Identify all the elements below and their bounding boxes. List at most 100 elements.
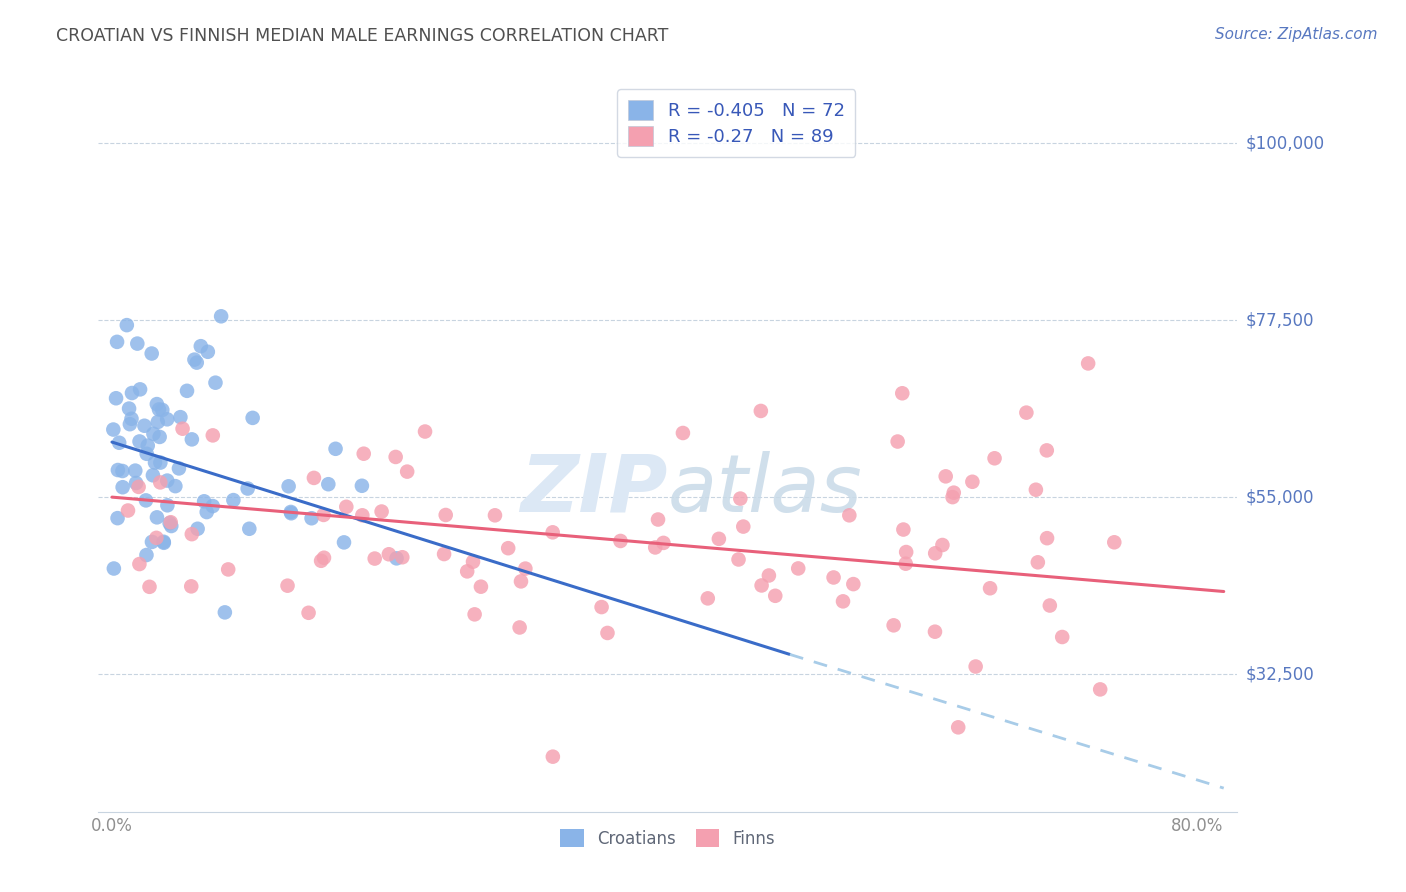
Point	[107, 511, 129, 525]
Point	[156, 498, 179, 512]
Point	[464, 607, 486, 622]
Point	[280, 505, 302, 519]
Point	[596, 626, 619, 640]
Point	[886, 434, 908, 449]
Point	[644, 541, 666, 555]
Point	[103, 561, 125, 575]
Point	[751, 578, 773, 592]
Point	[391, 550, 413, 565]
Point	[894, 545, 917, 559]
Point	[195, 505, 218, 519]
Point	[277, 479, 299, 493]
Point	[707, 532, 730, 546]
Point	[222, 493, 245, 508]
Text: $100,000: $100,000	[1246, 134, 1324, 153]
Point	[160, 519, 183, 533]
Point	[1104, 535, 1126, 549]
Point	[141, 535, 163, 549]
Point	[935, 469, 957, 483]
Point	[891, 386, 914, 401]
Point	[312, 508, 335, 522]
Point	[193, 494, 215, 508]
Point	[180, 579, 202, 593]
Point	[1077, 356, 1099, 370]
Point	[280, 506, 302, 520]
Point	[541, 749, 564, 764]
Point	[370, 504, 392, 518]
Point	[159, 515, 181, 529]
Point	[125, 476, 148, 491]
Point	[167, 461, 190, 475]
Point	[146, 415, 169, 429]
Point	[309, 554, 332, 568]
Text: $55,000: $55,000	[1246, 488, 1315, 506]
Point	[103, 423, 125, 437]
Point	[238, 522, 260, 536]
Point	[730, 491, 752, 506]
Point	[127, 336, 149, 351]
Point	[696, 591, 718, 606]
Point	[727, 552, 749, 566]
Point	[302, 471, 325, 485]
Point	[652, 536, 675, 550]
Point	[647, 512, 669, 526]
Point	[169, 410, 191, 425]
Point	[931, 538, 953, 552]
Point	[183, 352, 205, 367]
Point	[1036, 443, 1059, 458]
Point	[470, 580, 492, 594]
Point	[301, 511, 323, 525]
Point	[117, 503, 139, 517]
Point	[924, 624, 946, 639]
Point	[115, 318, 138, 332]
Point	[378, 547, 401, 561]
Point	[135, 447, 157, 461]
Point	[128, 557, 150, 571]
Point	[787, 561, 810, 575]
Text: $77,500: $77,500	[1246, 311, 1315, 329]
Point	[242, 410, 264, 425]
Point	[434, 508, 457, 522]
Point	[145, 531, 167, 545]
Point	[118, 417, 141, 432]
Point	[165, 479, 187, 493]
Point	[153, 536, 176, 550]
Point	[134, 418, 156, 433]
Point	[146, 510, 169, 524]
Point	[965, 659, 987, 673]
Point	[350, 479, 373, 493]
Point	[832, 594, 855, 608]
Point	[962, 475, 984, 489]
Point	[456, 565, 478, 579]
Point	[214, 606, 236, 620]
Point	[201, 499, 224, 513]
Point	[413, 425, 436, 439]
Point	[433, 547, 456, 561]
Point	[496, 541, 519, 556]
Point	[172, 422, 194, 436]
Point	[105, 391, 128, 405]
Point	[186, 356, 208, 370]
Point	[149, 456, 172, 470]
Point	[129, 382, 152, 396]
Point	[180, 527, 202, 541]
Point	[138, 580, 160, 594]
Point	[515, 561, 537, 575]
Point	[591, 600, 613, 615]
Point	[325, 442, 347, 456]
Point	[121, 386, 143, 401]
Point	[509, 620, 531, 634]
Point	[149, 475, 172, 490]
Point	[135, 493, 157, 508]
Point	[1025, 483, 1047, 497]
Point	[510, 574, 533, 589]
Point	[201, 428, 224, 442]
Point	[838, 508, 860, 523]
Point	[763, 589, 786, 603]
Point	[758, 568, 780, 582]
Point	[1026, 555, 1049, 569]
Point	[333, 535, 356, 549]
Point	[148, 402, 170, 417]
Point	[128, 434, 150, 449]
Point	[1036, 531, 1059, 545]
